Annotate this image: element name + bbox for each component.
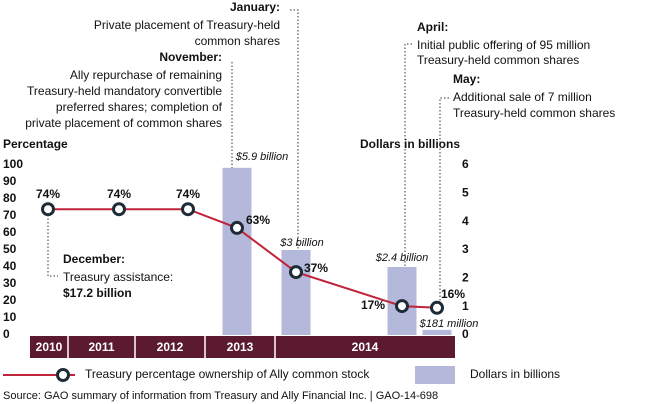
bar-value-label: $2.4 billion [375, 252, 429, 264]
leader-line [404, 43, 412, 300]
annotation-heading: January: [230, 0, 280, 14]
annotation-text: common shares [195, 34, 280, 48]
y2-tick-label: 3 [462, 242, 469, 256]
annotation-text: private placement of common shares [25, 116, 222, 130]
y-tick-label: 30 [3, 276, 17, 290]
legend-label: Treasury percentage ownership of Ally co… [85, 367, 370, 381]
y2-tick-label: 6 [462, 157, 469, 171]
legend-swatch [415, 366, 455, 384]
annotation-text: Treasury-held mandatory convertible [27, 84, 222, 98]
timeline-band [30, 336, 455, 358]
leader-line [290, 9, 299, 266]
bar [422, 329, 452, 335]
line-point [181, 202, 195, 217]
annotation-text: Treasury-held common shares [417, 53, 579, 67]
line-value-label: 63% [246, 213, 270, 227]
annotation-heading: May: [453, 72, 480, 86]
period-label: 2010 [36, 340, 63, 354]
line-point [230, 220, 244, 235]
bar-value-label: $3 billion [279, 237, 323, 249]
annotation-text: Initial public offering of 95 million [417, 38, 590, 52]
bar [222, 167, 252, 335]
line-value-label: 74% [36, 187, 60, 201]
y-tick-label: 60 [3, 225, 17, 239]
line-point [430, 300, 444, 315]
y-tick-label: 50 [3, 242, 17, 256]
line-value-label: 17% [361, 298, 385, 312]
period-label: 2012 [157, 340, 184, 354]
annotation-heading: November: [159, 50, 222, 64]
y-tick-label: 90 [3, 174, 17, 188]
y-axis-title: Percentage [3, 137, 68, 151]
y-tick-label: 100 [3, 157, 23, 171]
line-value-label: 74% [176, 187, 200, 201]
line-point [289, 265, 303, 280]
y2-tick-label: 0 [462, 327, 469, 341]
period-label: 2013 [227, 340, 254, 354]
line-value-label: 74% [107, 187, 131, 201]
y-tick-label: 20 [3, 293, 17, 307]
y2-tick-label: 2 [462, 271, 469, 285]
y-tick-label: 0 [3, 327, 10, 341]
annotation-text: $17.2 billion [63, 286, 132, 300]
y-tick-label: 70 [3, 208, 17, 222]
line-point [112, 202, 126, 217]
leader-line [47, 215, 58, 277]
period-label: 2014 [352, 340, 379, 354]
y2-tick-label: 5 [462, 186, 469, 200]
y2-tick-label: 1 [462, 299, 469, 313]
annotation-text: Ally repurchase of remaining [70, 68, 222, 82]
y-tick-label: 80 [3, 191, 17, 205]
y2-axis-title: Dollars in billions [360, 137, 460, 151]
legend-label: Dollars in billions [470, 367, 560, 381]
leader-line [439, 97, 449, 302]
annotation-text: Private placement of Treasury-held [94, 18, 280, 32]
annotation-text: Treasury assistance: [63, 270, 173, 284]
annotation-text: Treasury-held common shares [453, 106, 615, 120]
source: Source: GAO summary of information from … [3, 390, 438, 402]
line-point [41, 202, 55, 217]
annotation-heading: April: [417, 20, 448, 34]
annotation-heading: December: [63, 252, 125, 266]
annotation-text: preferred shares; completion of [56, 100, 223, 114]
legend-swatch-marker [56, 368, 70, 382]
bar-value-label: $5.9 billion [235, 151, 289, 163]
y-tick-label: 40 [3, 259, 17, 273]
y2-tick-label: 4 [462, 214, 469, 228]
line-value-label: 37% [304, 261, 328, 275]
annotation-text: Additional sale of 7 million [453, 90, 592, 104]
bar-value-label: $181 million [419, 318, 479, 330]
line-point [395, 299, 409, 314]
period-label: 2011 [88, 340, 114, 354]
line-value-label: 16% [441, 287, 465, 301]
y-tick-label: 10 [3, 310, 17, 324]
